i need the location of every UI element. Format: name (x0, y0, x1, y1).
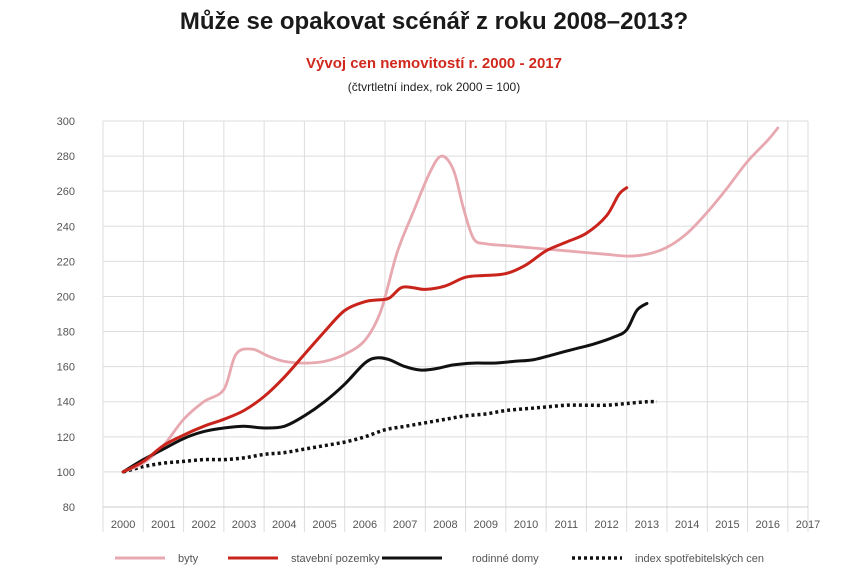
x-tick-label: 2014 (675, 519, 699, 531)
x-tick-label: 2012 (594, 519, 618, 531)
legend-item-stavebni-pozemky-label: stavební pozemky (291, 553, 380, 565)
x-tick-label: 2011 (554, 519, 578, 531)
x-tick-label: 2009 (473, 519, 497, 531)
chart-note: (čtvrtletní index, rok 2000 = 100) (347, 80, 521, 94)
x-tick-label: 2015 (715, 519, 739, 531)
legend-item-cpi-label: index spotřebitelských cen (635, 553, 764, 565)
series-line-stavebni-pozemky (121, 186, 629, 474)
legend-item-byty-label: byty (178, 553, 199, 565)
x-tick-label: 2002 (191, 519, 215, 531)
y-tick-label: 260 (57, 186, 75, 198)
y-tick-label: 220 (57, 256, 75, 268)
legend-item-rodinne-domy-label: rodinné domy (472, 553, 539, 565)
x-tick-label: 2008 (433, 519, 457, 531)
x-tick-label: 2000 (111, 519, 135, 531)
y-tick-label: 120 (57, 432, 75, 444)
chart-title: Může se opakovat scénář z roku 2008–2013… (179, 8, 689, 35)
x-tick-label: 2007 (393, 519, 417, 531)
series-line-rodinne-domy (121, 302, 649, 474)
y-tick-label: 300 (57, 116, 75, 128)
x-tick-label: 2003 (232, 519, 256, 531)
y-tick-label: 200 (57, 291, 75, 303)
y-tick-label: 100 (57, 467, 75, 479)
x-tick-label: 2005 (312, 519, 336, 531)
y-tick-label: 140 (57, 397, 75, 409)
x-tick-label: 2004 (272, 519, 296, 531)
x-tick-label: 2001 (151, 519, 175, 531)
series-line-byty (121, 126, 780, 474)
x-tick-label: 2016 (755, 519, 779, 531)
y-tick-label: 280 (57, 151, 75, 163)
y-tick-label: 80 (63, 502, 75, 514)
x-tick-label: 2006 (353, 519, 377, 531)
x-tick-label: 2010 (514, 519, 538, 531)
x-tick-label: 2013 (635, 519, 659, 531)
y-tick-label: 180 (57, 327, 75, 339)
y-tick-label: 240 (57, 221, 75, 233)
y-tick-label: 160 (57, 362, 75, 374)
series-line-cpi (122, 399, 657, 474)
chart-subtitle: Vývoj cen nemovitostí r. 2000 - 2017 (306, 55, 562, 72)
